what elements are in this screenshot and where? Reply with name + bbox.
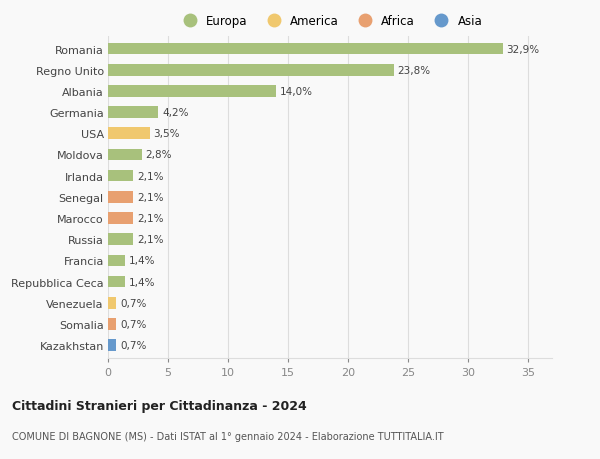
Text: 23,8%: 23,8% [397,66,430,76]
Bar [108,44,503,55]
Bar [108,213,133,224]
Bar [108,319,116,330]
Bar [108,191,133,203]
Text: 2,1%: 2,1% [137,171,163,181]
Text: 4,2%: 4,2% [162,108,188,118]
Text: 3,5%: 3,5% [154,129,180,139]
Bar [108,65,394,76]
Text: 0,7%: 0,7% [120,298,146,308]
Text: Cittadini Stranieri per Cittadinanza - 2024: Cittadini Stranieri per Cittadinanza - 2… [12,399,307,412]
Bar [108,297,116,309]
Bar [108,107,158,118]
Bar [108,276,125,288]
Bar [108,340,116,351]
Text: 32,9%: 32,9% [506,45,539,55]
Text: 2,1%: 2,1% [137,235,163,245]
Text: 0,7%: 0,7% [120,340,146,350]
Bar [108,255,125,267]
Text: 2,1%: 2,1% [137,192,163,202]
Legend: Europa, America, Africa, Asia: Europa, America, Africa, Asia [178,15,482,28]
Bar [108,86,276,97]
Text: 0,7%: 0,7% [120,319,146,329]
Bar [108,170,133,182]
Bar [108,128,150,140]
Text: COMUNE DI BAGNONE (MS) - Dati ISTAT al 1° gennaio 2024 - Elaborazione TUTTITALIA: COMUNE DI BAGNONE (MS) - Dati ISTAT al 1… [12,431,443,442]
Text: 2,1%: 2,1% [137,213,163,224]
Text: 2,8%: 2,8% [145,150,172,160]
Text: 1,4%: 1,4% [128,277,155,287]
Bar [108,234,133,246]
Text: 14,0%: 14,0% [280,87,313,97]
Bar [108,149,142,161]
Text: 1,4%: 1,4% [128,256,155,266]
